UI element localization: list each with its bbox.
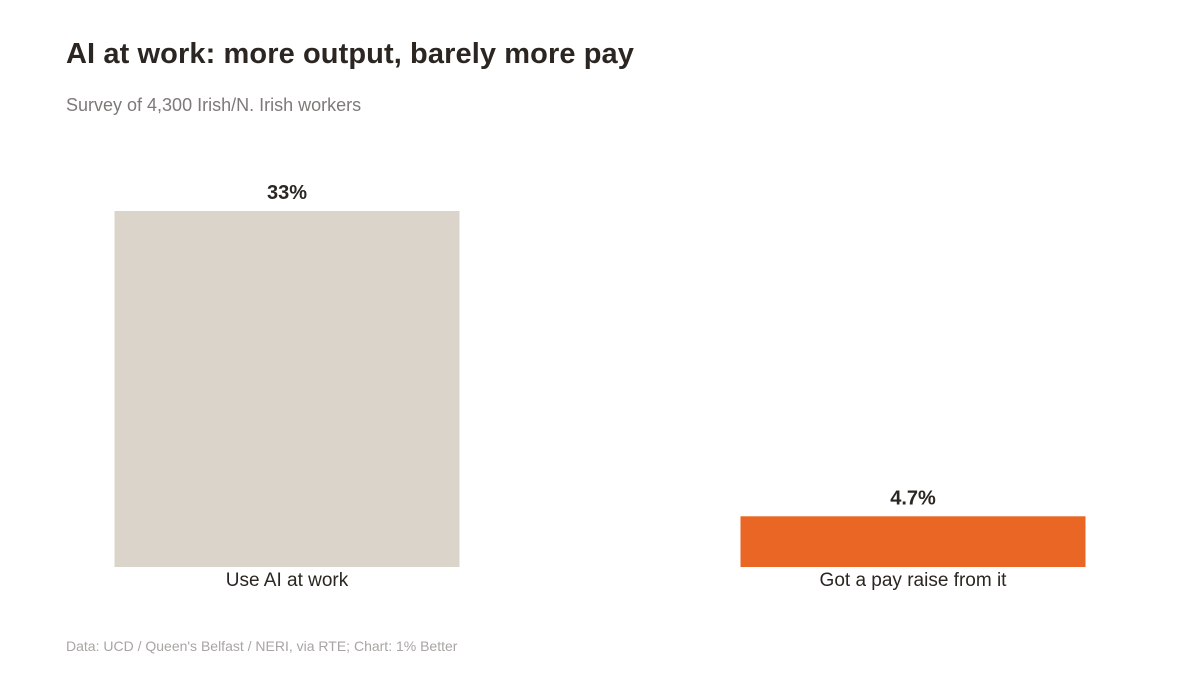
category-label-2: Got a pay raise from it: [820, 570, 1008, 591]
category-label-1: Use AI at work: [226, 570, 349, 591]
source-note: Data: UCD / Queen's Belfast / NERI, via …: [66, 638, 458, 654]
bar-value-label-1: 33%: [267, 182, 307, 204]
chart-subtitle: Survey of 4,300 Irish/N. Irish workers: [66, 95, 362, 115]
bar-value-label-2: 4.7%: [890, 487, 936, 509]
bar-2: [740, 516, 1086, 567]
bar-1: [114, 211, 460, 567]
chart-title: AI at work: more output, barely more pay: [66, 38, 634, 70]
